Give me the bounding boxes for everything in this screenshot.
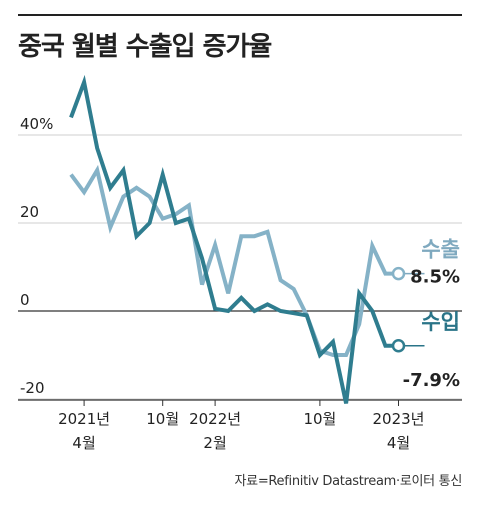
series-value-import: -7.9%	[403, 370, 460, 391]
end-marker-export	[391, 266, 406, 281]
x-tick-label: 10월	[303, 410, 336, 428]
series-value-export: 8.5%	[410, 267, 460, 288]
x-tick-label-secondary: 4월	[72, 434, 95, 452]
y-tick-label: 20	[20, 203, 39, 221]
x-tick-label: 10월	[146, 410, 179, 428]
x-tick-label: 2021년	[58, 410, 110, 428]
x-tick-label: 2022년	[189, 410, 241, 428]
x-tick-label-secondary: 2월	[203, 434, 226, 452]
series-line-export	[69, 164, 399, 357]
source-note: 자료=Refinitiv Datastream·로이터 통신	[234, 474, 463, 489]
x-tick-label-secondary: 4월	[387, 434, 410, 452]
series-label-export: 수출	[421, 238, 460, 262]
series-line-import	[69, 74, 399, 404]
end-marker-import	[391, 339, 406, 353]
top-rule	[18, 14, 462, 16]
y-tick-label: 0	[20, 291, 30, 309]
y-tick-label: 40%	[20, 115, 53, 133]
y-tick-label: -20	[20, 379, 45, 397]
chart-title: 중국 월별 수출입 증가율	[18, 32, 272, 62]
series-label-import: 수입	[421, 310, 460, 334]
x-tick-label: 2023년	[373, 410, 425, 428]
